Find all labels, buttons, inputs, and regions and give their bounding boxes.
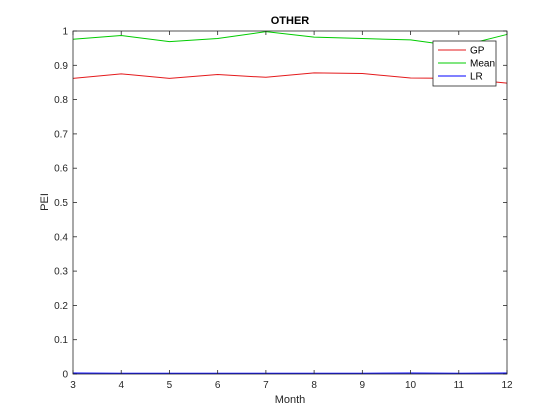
y-tick-label: 0.8: [54, 95, 68, 106]
x-tick-label: 9: [360, 380, 366, 391]
x-tick-label: 8: [311, 380, 317, 391]
legend-label-gp: GP: [470, 46, 485, 57]
x-tick-label: 7: [263, 380, 269, 391]
chart-title: OTHER: [271, 15, 310, 27]
y-axis-label: PEI: [39, 193, 51, 211]
y-ticks: 0 0.1 0.2 0.3 0.4 0.5 0.6 0.7 0.8 0.9 1: [54, 27, 507, 381]
y-tick-label: 0.4: [54, 232, 68, 243]
y-tick-label: 1: [62, 27, 68, 38]
y-tick-label: 0.1: [54, 335, 68, 346]
y-tick-label: 0.5: [54, 198, 68, 209]
plot-area: [73, 31, 507, 374]
x-tick-label: 12: [501, 380, 513, 391]
x-tick-label: 6: [215, 380, 221, 391]
x-axis-label: Month: [275, 394, 306, 406]
y-tick-label: 0: [62, 370, 68, 381]
y-tick-label: 0.9: [54, 61, 68, 72]
x-tick-label: 4: [118, 380, 124, 391]
y-tick-label: 0.6: [54, 164, 68, 175]
legend: GP Mean LR: [432, 40, 497, 87]
x-tick-label: 5: [167, 380, 173, 391]
legend-label-mean: Mean: [470, 59, 495, 70]
y-tick-label: 0.7: [54, 129, 68, 140]
y-tick-label: 0.3: [54, 267, 68, 278]
x-tick-label: 11: [454, 380, 465, 391]
x-tick-label: 10: [405, 380, 417, 391]
legend-label-lr: LR: [470, 72, 483, 83]
x-ticks: 3 4 5 6 7 8 9 10 11 12: [70, 31, 513, 391]
y-tick-label: 0.2: [54, 301, 68, 312]
x-tick-label: 3: [70, 380, 76, 391]
